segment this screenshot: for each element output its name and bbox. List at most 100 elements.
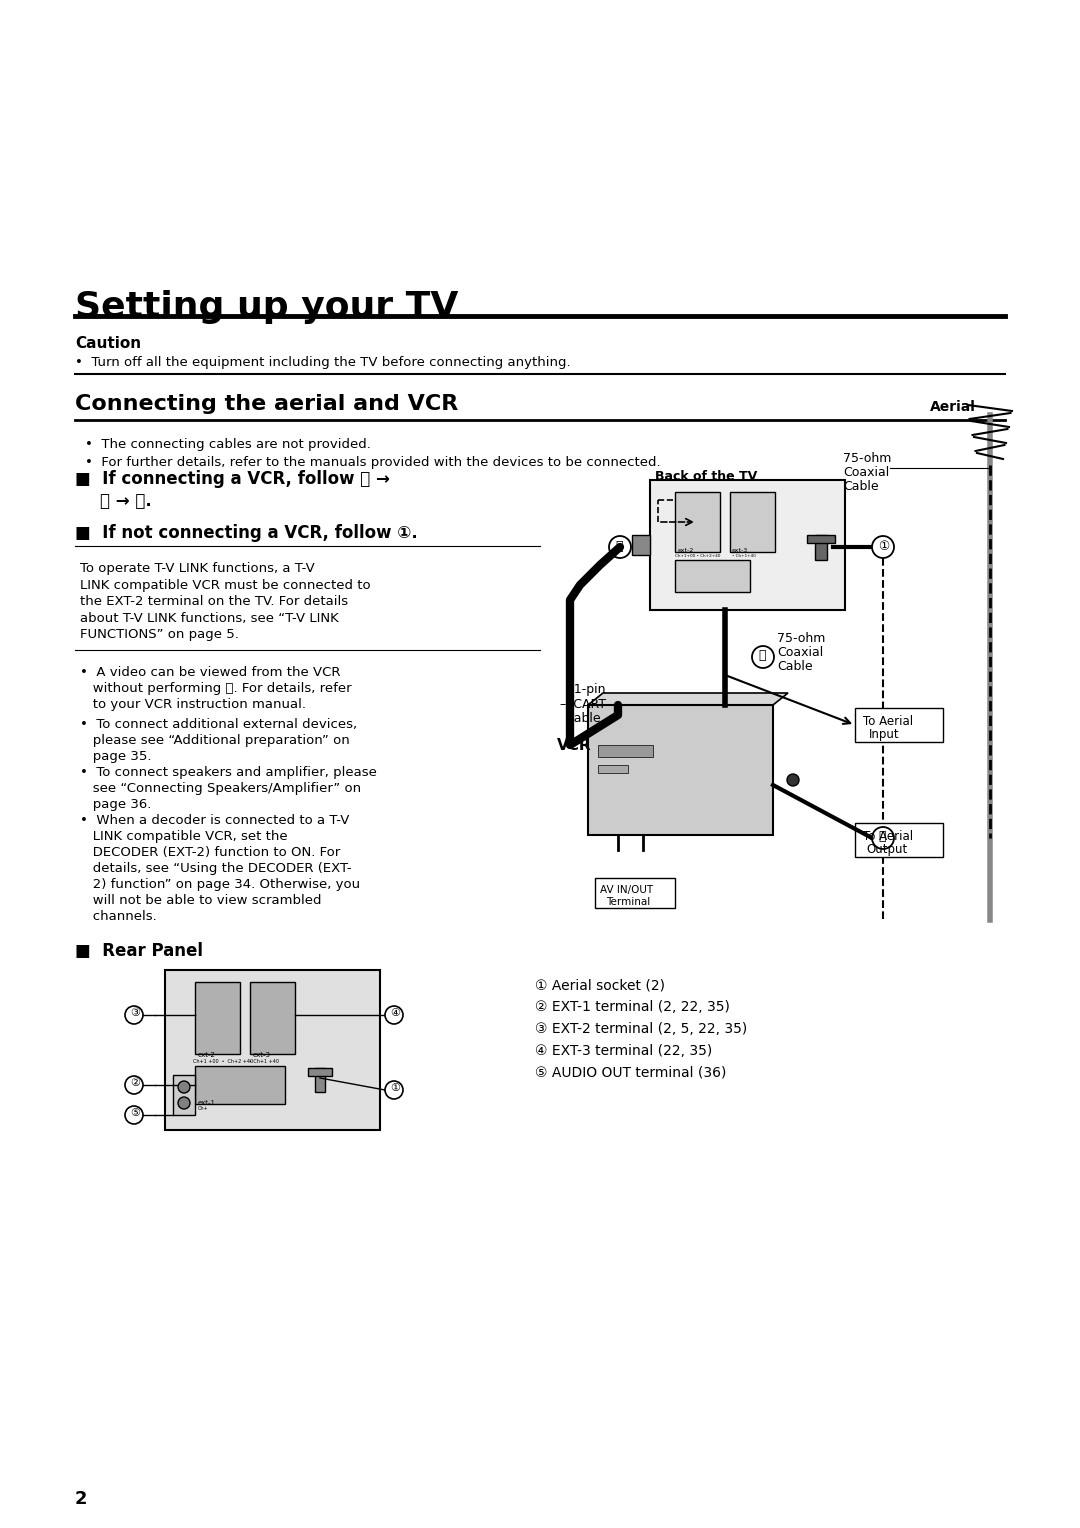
Text: Coaxial: Coaxial [843, 466, 889, 478]
Text: • Ch+1 +40: • Ch+1 +40 [249, 1059, 279, 1063]
Text: ④: ④ [390, 1008, 400, 1018]
Text: Cable: Cable [777, 660, 812, 672]
Text: ■  If connecting a VCR, follow Ⓐ →: ■ If connecting a VCR, follow Ⓐ → [75, 471, 390, 487]
Text: channels.: channels. [80, 911, 157, 923]
Polygon shape [588, 694, 788, 704]
Text: VCR: VCR [557, 738, 592, 753]
Text: Terminal: Terminal [606, 897, 650, 908]
Bar [173, 1076, 195, 1115]
Text: 75-ohm: 75-ohm [777, 633, 825, 645]
Text: Coaxial: Coaxial [777, 646, 823, 659]
Text: ②: ② [130, 1077, 140, 1088]
Text: Cable: Cable [843, 480, 879, 494]
Circle shape [125, 1106, 143, 1125]
Text: Output: Output [866, 843, 907, 856]
Circle shape [178, 1097, 190, 1109]
Text: To operate T-V LINK functions, a T-V: To operate T-V LINK functions, a T-V [80, 562, 314, 575]
Text: Ⓑ: Ⓑ [758, 649, 766, 662]
Text: ①: ① [390, 1083, 400, 1093]
Bar [195, 1067, 285, 1105]
Bar [855, 707, 943, 743]
Text: –SCART: –SCART [559, 698, 606, 711]
Text: Ch+1 +00  •  Ch+2 +40: Ch+1 +00 • Ch+2 +40 [193, 1059, 253, 1063]
Bar [675, 492, 720, 552]
Text: 75-ohm: 75-ohm [843, 452, 891, 465]
Text: Setting up your TV: Setting up your TV [75, 290, 458, 324]
Bar [632, 535, 650, 555]
Text: will not be able to view scrambled: will not be able to view scrambled [80, 894, 322, 908]
Text: To Aerial: To Aerial [863, 830, 913, 843]
Text: Aerial: Aerial [930, 400, 976, 414]
Text: 2) function” on page 34. Otherwise, you: 2) function” on page 34. Otherwise, you [80, 879, 360, 891]
Text: Connecting the aerial and VCR: Connecting the aerial and VCR [75, 394, 458, 414]
Text: FUNCTIONS” on page 5.: FUNCTIONS” on page 5. [80, 628, 239, 642]
Text: ext-1: ext-1 [198, 1100, 216, 1106]
Circle shape [384, 1080, 403, 1099]
Text: Back of the TV: Back of the TV [654, 471, 757, 483]
Text: •  A video can be viewed from the VCR: • A video can be viewed from the VCR [80, 666, 340, 678]
Text: ① Aerial socket (2): ① Aerial socket (2) [535, 978, 665, 992]
Text: LINK compatible VCR must be connected to: LINK compatible VCR must be connected to [80, 579, 370, 591]
Bar [588, 704, 773, 834]
Text: Ⓐ: Ⓐ [878, 830, 886, 843]
Bar [675, 559, 750, 591]
Circle shape [752, 646, 774, 668]
Text: • Ch+1+40: • Ch+1+40 [732, 555, 756, 558]
Text: page 35.: page 35. [80, 750, 151, 762]
Text: Ch+1+00 • Ch+2+40: Ch+1+00 • Ch+2+40 [675, 555, 720, 558]
Circle shape [125, 1076, 143, 1094]
Text: 21-pin: 21-pin [566, 683, 606, 695]
Text: Input: Input [869, 727, 900, 741]
Text: please see “Additional preparation” on: please see “Additional preparation” on [80, 733, 350, 747]
Text: ③ EXT-2 terminal (2, 5, 22, 35): ③ EXT-2 terminal (2, 5, 22, 35) [535, 1022, 747, 1036]
Text: the EXT-2 terminal on the TV. For details: the EXT-2 terminal on the TV. For detail… [80, 594, 348, 608]
Bar [249, 983, 295, 1054]
Text: ext-3: ext-3 [732, 549, 748, 553]
Circle shape [384, 1005, 403, 1024]
Text: details, see “Using the DECODER (EXT-: details, see “Using the DECODER (EXT- [80, 862, 352, 876]
Text: •  Turn off all the equipment including the TV before connecting anything.: • Turn off all the equipment including t… [75, 356, 570, 368]
Circle shape [125, 1005, 143, 1024]
Text: ■  If not connecting a VCR, follow ①.: ■ If not connecting a VCR, follow ①. [75, 524, 418, 542]
Bar [650, 480, 845, 610]
Text: 2: 2 [75, 1490, 87, 1508]
Text: Ch+: Ch+ [198, 1106, 208, 1111]
Text: ext-2: ext-2 [198, 1051, 216, 1057]
Circle shape [872, 536, 894, 558]
Circle shape [872, 827, 894, 850]
Bar [730, 492, 775, 552]
Text: without performing Ⓒ. For details, refer: without performing Ⓒ. For details, refer [80, 681, 352, 695]
Text: about T-V LINK functions, see “T-V LINK: about T-V LINK functions, see “T-V LINK [80, 611, 339, 625]
Bar [598, 746, 653, 756]
Text: see “Connecting Speakers/Amplifier” on: see “Connecting Speakers/Amplifier” on [80, 782, 361, 795]
Text: LINK compatible VCR, set the: LINK compatible VCR, set the [80, 830, 287, 843]
Text: Ⓑ → Ⓒ.: Ⓑ → Ⓒ. [100, 492, 152, 510]
Text: ⑤ AUDIO OUT terminal (36): ⑤ AUDIO OUT terminal (36) [535, 1067, 727, 1080]
Bar [165, 970, 380, 1131]
Bar [855, 824, 943, 857]
Text: ⑤: ⑤ [130, 1108, 140, 1118]
Text: ext-2: ext-2 [678, 549, 694, 553]
Bar [807, 535, 835, 542]
Text: Ⓒ: Ⓒ [615, 539, 622, 553]
Bar [315, 1068, 325, 1093]
Text: •  To connect additional external devices,: • To connect additional external devices… [80, 718, 357, 730]
Bar [308, 1068, 332, 1076]
Text: ② EXT-1 terminal (2, 22, 35): ② EXT-1 terminal (2, 22, 35) [535, 999, 730, 1015]
Text: to your VCR instruction manual.: to your VCR instruction manual. [80, 698, 306, 711]
Text: ①: ① [878, 539, 889, 553]
Circle shape [787, 775, 799, 785]
Text: ■  Rear Panel: ■ Rear Panel [75, 941, 203, 960]
Text: ④ EXT-3 terminal (22, 35): ④ EXT-3 terminal (22, 35) [535, 1044, 712, 1057]
Text: page 36.: page 36. [80, 798, 151, 811]
Text: •  For further details, refer to the manuals provided with the devices to be con: • For further details, refer to the manu… [85, 455, 661, 469]
Text: •  To connect speakers and amplifier, please: • To connect speakers and amplifier, ple… [80, 766, 377, 779]
Bar [598, 766, 627, 773]
Text: AV IN/OUT: AV IN/OUT [600, 885, 653, 895]
Text: To Aerial: To Aerial [863, 715, 913, 727]
Bar [815, 535, 827, 559]
Text: Cable: Cable [565, 712, 600, 724]
Text: DECODER (EXT-2) function to ON. For: DECODER (EXT-2) function to ON. For [80, 847, 340, 859]
Bar [195, 983, 240, 1054]
Circle shape [609, 536, 631, 558]
